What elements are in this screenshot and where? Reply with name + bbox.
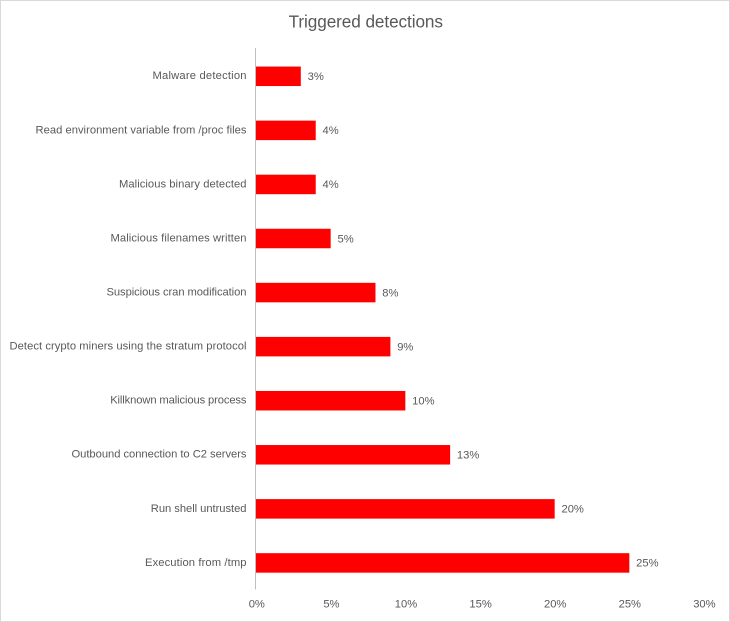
svg-text:10%: 10%: [395, 599, 417, 611]
svg-text:4%: 4%: [323, 125, 339, 137]
svg-text:25%: 25%: [619, 599, 641, 611]
svg-text:15%: 15%: [469, 599, 491, 611]
svg-text:30%: 30%: [693, 599, 715, 611]
svg-text:Triggered detections: Triggered detections: [289, 12, 443, 32]
svg-text:Run shell untrusted: Run shell untrusted: [151, 503, 247, 515]
svg-text:Malware detection: Malware detection: [153, 70, 247, 82]
svg-text:5%: 5%: [337, 233, 353, 245]
svg-text:20%: 20%: [544, 599, 566, 611]
svg-text:9%: 9%: [397, 341, 413, 353]
svg-text:Execution from /tmp: Execution from /tmp: [145, 557, 247, 569]
svg-text:4%: 4%: [323, 179, 339, 191]
svg-text:5%: 5%: [323, 599, 339, 611]
svg-text:0%: 0%: [249, 599, 265, 611]
svg-text:Malicious filenames written: Malicious filenames written: [111, 232, 247, 244]
svg-text:Suspicious cran modification: Suspicious cran modification: [107, 286, 247, 298]
svg-text:25%: 25%: [636, 558, 658, 570]
svg-text:20%: 20%: [561, 504, 583, 516]
svg-text:Malicious binary detected: Malicious binary detected: [119, 178, 247, 190]
svg-text:8%: 8%: [382, 287, 398, 299]
svg-text:10%: 10%: [412, 396, 434, 408]
svg-text:Detect crypto miners using the: Detect crypto miners using the stratum p…: [10, 341, 247, 353]
svg-text:3%: 3%: [308, 71, 324, 83]
svg-text:Killknown malicious process: Killknown malicious process: [110, 395, 247, 407]
svg-text:13%: 13%: [457, 450, 479, 462]
svg-text:Outbound connection to C2 serv: Outbound connection to C2 servers: [72, 449, 247, 461]
svg-text:Read environment variable from: Read environment variable from /proc fil…: [36, 124, 247, 136]
